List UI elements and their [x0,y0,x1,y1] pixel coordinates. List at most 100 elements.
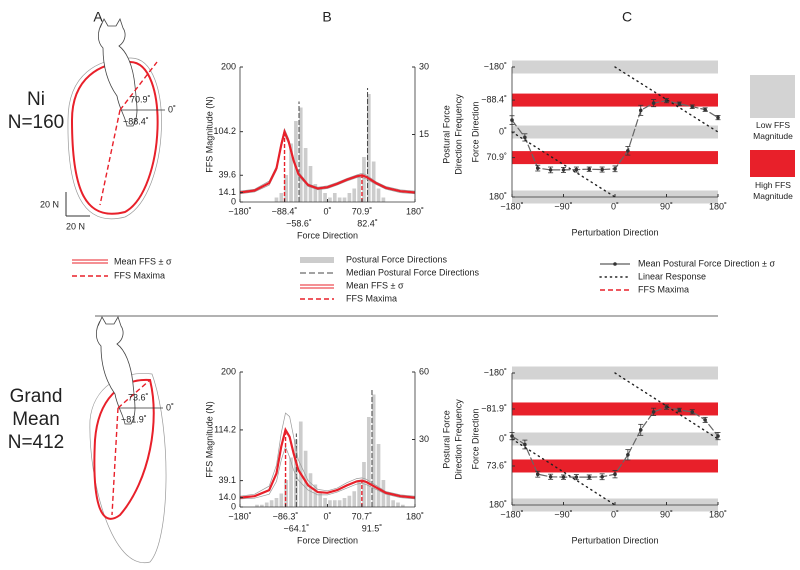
band-legend-swatch [750,150,795,177]
histogram-bar [284,175,289,202]
histogram-bar [381,480,386,507]
point [600,167,604,172]
angle-label: 73.6˚ [128,392,149,402]
histogram-bar [294,439,298,507]
histogram-bar [318,188,323,202]
point [535,166,540,170]
x-tick-label: −90˚ [554,509,572,519]
y-tick-label: −81.9˚ [481,403,507,413]
reference-line [511,372,719,506]
point [716,434,720,438]
point [574,167,579,172]
x-tick-label: −90˚ [554,201,572,211]
point [703,107,707,112]
histogram-bar [381,197,386,202]
panel-letter: C [622,9,632,25]
histogram-bar [357,175,361,202]
histogram-bar [323,193,327,202]
y-tick-label: 39.1 [218,475,236,485]
histogram-bar [386,493,391,507]
histogram-bar [279,193,284,202]
legend-label: FFS Maxima [346,293,397,303]
angle-label: −81.9˚ [121,414,147,424]
point [638,428,643,432]
histogram-bar [362,157,366,202]
histogram-bar [376,444,381,507]
point [690,104,695,109]
band [512,93,718,107]
point [703,418,707,422]
legend-label: FFS Maxima [638,284,689,294]
median-label: 82.4˚ [357,218,378,228]
row-label: Grand Mean [9,386,63,430]
x-tick-label: −180˚ [228,206,251,216]
x-tick-label: 180˚ [709,201,727,211]
y-tick-label: 0 [231,196,236,206]
x-tick-label: −180˚ [500,509,523,519]
histogram-bar [332,500,337,507]
band [512,125,718,139]
x-tick-label: 90˚ [660,201,673,211]
band-legend-label: High FFS Magnitude [753,180,793,201]
histogram-bar [391,500,395,507]
histogram-bar [255,504,259,507]
histogram-bar [342,498,347,507]
maxima-line [119,61,158,111]
x-axis-title: Force Direction [297,535,358,545]
point [510,434,514,438]
ffs-sd-outline [67,57,162,220]
histogram-bar [298,107,303,202]
band [512,459,718,473]
x-axis-title: Perturbation Direction [571,535,658,545]
y-tick-label: 14.1 [218,187,236,197]
x-tick-label: −86.3˚ [273,511,299,521]
legend-swatch [300,257,334,263]
point [626,148,630,153]
point [613,167,617,171]
point [664,98,669,103]
legend-label: Median Postural Force Directions [346,267,480,277]
angle-label: 0˚ [168,104,176,114]
mean-line [239,128,416,194]
histogram-bar [303,148,308,202]
mean-sd-upper [239,127,416,192]
histogram-bar [318,493,323,507]
median-label: −64.1˚ [283,523,309,533]
histogram-bar [371,394,376,507]
band [512,432,718,446]
histogram-bar [308,473,313,507]
y-axis-title: FFS Magnitude (N) [204,96,214,173]
histogram-bar [303,450,308,507]
y-tick-label: 0 [231,501,236,511]
x-tick-label: 180˚ [406,511,424,521]
histogram-bar [264,502,269,507]
legend-swatch [613,262,617,266]
mean-line [239,427,416,499]
x-tick-label: 0˚ [323,206,331,216]
row-count: N=160 [7,112,65,133]
x-tick-label: −180˚ [500,201,523,211]
point [677,408,682,412]
point [651,101,656,105]
histogram-bar [362,462,366,507]
histogram-bar [289,143,293,202]
y-tick-label: 200 [221,366,236,376]
x-tick-label: −88.4˚ [272,206,298,216]
legend-label: FFS Maxima [114,270,165,280]
scale-label: 20 N [66,221,85,231]
panel-letter: A [93,9,103,25]
histogram-bar [313,484,318,507]
x-tick-label: 70.7˚ [352,511,373,521]
histogram-bar [274,197,279,202]
point [677,102,682,106]
band-legend-label: Low FFS Magnitude [753,120,793,141]
y2-tick-label: 30 [419,434,429,444]
point [523,135,527,140]
histogram-bar [313,184,318,202]
histogram-bar [328,500,332,507]
histogram-bar [376,188,381,202]
x-tick-label: 70.9˚ [352,206,373,216]
y-axis-title: Force Direction [470,408,480,469]
cat-silhouette [95,316,136,425]
